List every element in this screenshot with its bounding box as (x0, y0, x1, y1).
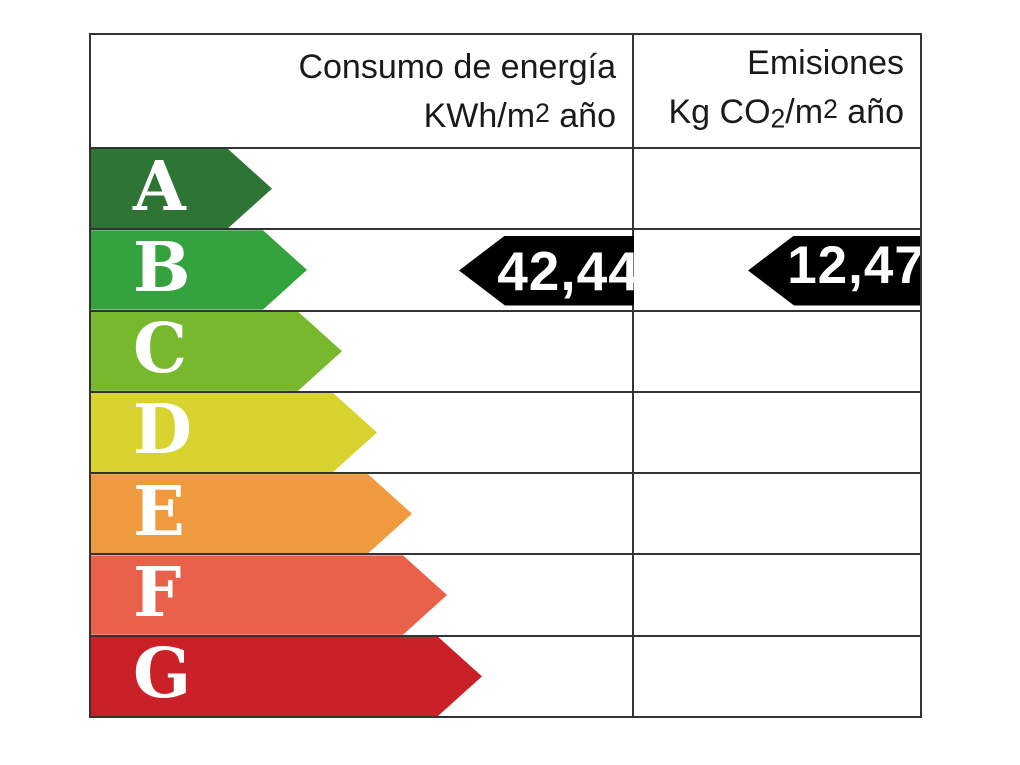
consumption-column-header: Consumo de energía KWh/m2 año (91, 35, 632, 147)
band-arrow-e: E (91, 474, 412, 553)
band-letter-f: F (133, 559, 181, 627)
band-row-c: C (91, 310, 920, 391)
band-arrow-c: C (91, 312, 342, 391)
emissions-header-title: Emisiones (632, 40, 904, 86)
band-letter-a: A (133, 153, 186, 221)
band-arrow-a: A (91, 149, 272, 228)
band-arrow-f: F (91, 555, 447, 634)
consumption-header-title: Consumo de energía (91, 44, 616, 90)
band-letter-g: G (133, 640, 191, 708)
emissions-value: 12,47 (787, 235, 925, 296)
band-arrow-g: G (91, 637, 482, 716)
table-header-row: Consumo de energía KWh/m2 año Emisiones … (91, 35, 920, 149)
column-divider-line (632, 35, 634, 716)
band-row-d: D (91, 391, 920, 472)
emissions-column-header: Emisiones Kg CO2/m2 año (632, 35, 920, 147)
energy-rating-table: Consumo de energía KWh/m2 año Emisiones … (89, 33, 922, 718)
band-row-e: E (91, 472, 920, 553)
band-arrow-b: B (91, 230, 307, 309)
emissions-header-unit: Kg CO2/m2 año (632, 86, 904, 142)
superscript-2: 2 (823, 94, 838, 124)
subscript-2: 2 (771, 104, 786, 134)
band-letter-c: C (133, 315, 187, 383)
rating-bands-area: 42,44 12,47 ABCDEFG (91, 149, 920, 716)
consumption-header-unit: KWh/m2 año (91, 90, 616, 139)
band-letter-d: D (133, 396, 192, 464)
band-row-a: A (91, 149, 920, 228)
band-letter-e: E (133, 478, 185, 546)
energy-certificate-label: Consumo de energía KWh/m2 año Emisiones … (0, 0, 1020, 765)
band-letter-b: B (133, 234, 190, 302)
superscript-2: 2 (535, 98, 550, 128)
consumption-value: 42,44 (497, 239, 640, 303)
band-arrow-d: D (91, 393, 377, 472)
band-row-f: F (91, 553, 920, 634)
band-row-g: G (91, 635, 920, 716)
